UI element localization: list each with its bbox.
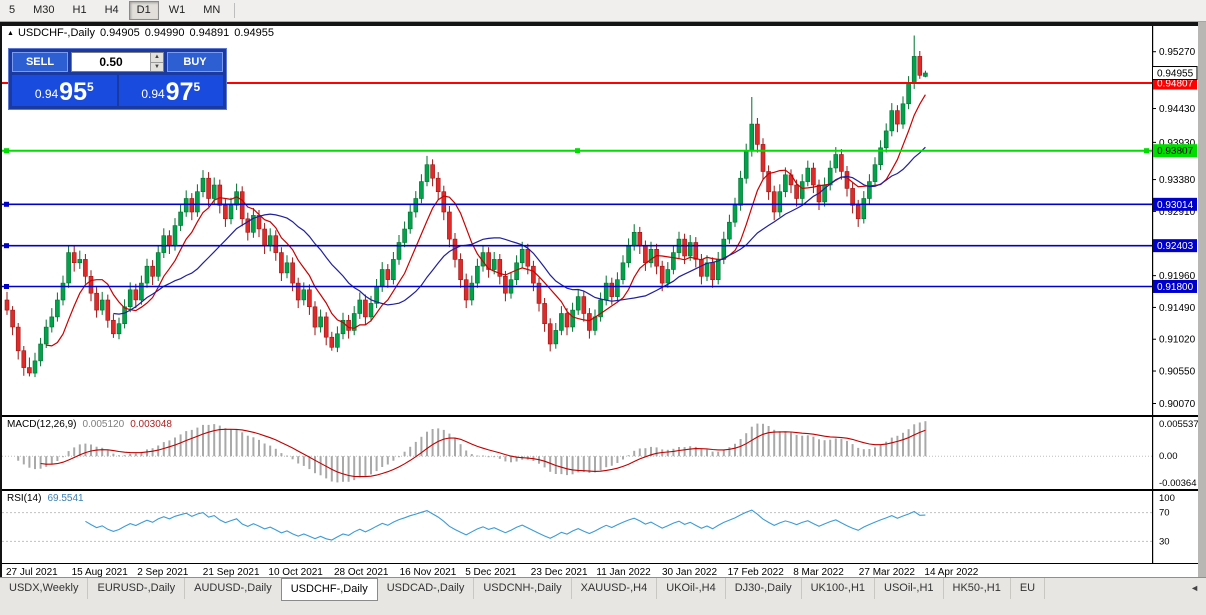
timeframe-button-h1[interactable]: H1: [65, 1, 95, 20]
time-axis: 27 Jul 2021 15 Aug 2021 2 Sep 2021 21 Sep 2…: [6, 567, 979, 578]
svg-text:0.93014: 0.93014: [1157, 200, 1194, 211]
chart-tab-list: USDX,Weekly EURUSD-,Daily AUDUSD-,Daily USD…: [0, 578, 1183, 601]
svg-text:15 Aug 2021: 15 Aug 2021: [72, 567, 129, 578]
svg-text:0.93930: 0.93930: [1159, 138, 1196, 149]
hline-0.93807[interactable]: [2, 148, 1152, 154]
svg-text:0.91490: 0.91490: [1159, 303, 1196, 314]
svg-text:100: 100: [1159, 493, 1175, 504]
price-axis: 0.95270 0.94430 0.93930 0.93380 0.92910 0.924…: [1152, 26, 1198, 564]
svg-text:0.94430: 0.94430: [1159, 104, 1196, 115]
svg-text:10 Oct 2021: 10 Oct 2021: [268, 567, 323, 578]
tab-usoil-h1[interactable]: USOil-,H1: [875, 578, 944, 599]
buy-price-pip: 5: [193, 80, 201, 94]
svg-text:30: 30: [1159, 536, 1170, 547]
volume-spinner: ▲ ▼: [150, 53, 163, 71]
tab-uk100-h1[interactable]: UK100-,H1: [802, 578, 876, 599]
svg-text:5 Dec 2021: 5 Dec 2021: [465, 567, 517, 578]
moving-average-8: [46, 94, 926, 347]
svg-text:0.90550: 0.90550: [1159, 367, 1196, 378]
hline-0.92403[interactable]: [2, 243, 1152, 249]
svg-text:0.93380: 0.93380: [1159, 175, 1196, 186]
moving-average-20: [113, 146, 926, 315]
chart-tab-bar: USDX,Weekly EURUSD-,Daily AUDUSD-,Daily USD…: [0, 577, 1206, 615]
svg-text:21 Sep 2021: 21 Sep 2021: [203, 567, 260, 578]
svg-text:14 Apr 2022: 14 Apr 2022: [924, 567, 978, 578]
buy-price-prefix: 0.94: [141, 87, 165, 101]
buy-button[interactable]: BUY: [167, 52, 223, 72]
timeframe-toolbar: 5 M30 H1 H4 D1 W1 MN: [0, 0, 1206, 22]
sell-price-button[interactable]: 0.94 95 5: [12, 75, 117, 106]
sell-price-big: 95: [59, 78, 87, 106]
svg-text:2 Sep 2021: 2 Sep 2021: [137, 567, 189, 578]
svg-text:70: 70: [1159, 508, 1170, 519]
hline-0.93014[interactable]: [2, 201, 1152, 207]
svg-text:0.94807: 0.94807: [1157, 79, 1194, 90]
svg-text:0.00: 0.00: [1159, 451, 1178, 462]
timeframe-button-w1[interactable]: W1: [161, 1, 194, 20]
tabs-scroll-left-button[interactable]: ◄: [1190, 583, 1199, 593]
timeframe-button-m30[interactable]: M30: [25, 1, 62, 20]
macd-panel[interactable]: 0.005537 0.00 -0.00364: [2, 419, 1198, 489]
svg-text:28 Oct 2021: 28 Oct 2021: [334, 567, 389, 578]
tab-dj30-daily[interactable]: DJ30-,Daily: [726, 578, 802, 599]
svg-text:11 Jan 2022: 11 Jan 2022: [596, 567, 651, 578]
svg-text:30 Jan 2022: 30 Jan 2022: [662, 567, 717, 578]
tab-usdcnh-daily[interactable]: USDCNH-,Daily: [474, 578, 572, 599]
sell-price-pip: 5: [86, 80, 94, 94]
svg-text:0.91960: 0.91960: [1159, 271, 1196, 282]
hline-0.91800[interactable]: [2, 284, 1152, 289]
toolbar-separator: [234, 3, 236, 18]
rsi-panel[interactable]: 100 70 30: [2, 493, 1175, 547]
timeframe-button-h4[interactable]: H4: [97, 1, 127, 20]
svg-text:0.92403: 0.92403: [1157, 241, 1194, 252]
svg-text:17 Feb 2022: 17 Feb 2022: [728, 567, 785, 578]
svg-text:27 Jul 2021: 27 Jul 2021: [6, 567, 58, 578]
sell-button[interactable]: SELL: [12, 52, 68, 72]
svg-text:0.91020: 0.91020: [1159, 335, 1196, 346]
tab-xauusd-h4[interactable]: XAUUSD-,H4: [572, 578, 658, 599]
svg-text:0.94955: 0.94955: [1157, 69, 1194, 80]
svg-text:0.93807: 0.93807: [1157, 146, 1194, 157]
tab-audusd-daily[interactable]: AUDUSD-,Daily: [185, 578, 282, 599]
svg-text:0.005537: 0.005537: [1159, 419, 1198, 430]
tab-usdcad-daily[interactable]: USDCAD-,Daily: [378, 578, 475, 599]
svg-text:27 Mar 2022: 27 Mar 2022: [859, 567, 916, 578]
chart-window: 0.95270 0.94430 0.93930 0.93380 0.92910 0.924…: [2, 26, 1198, 578]
volume-field: ▲ ▼: [71, 52, 164, 72]
one-click-trading-panel: SELL ▲ ▼ BUY 0.94 95 5 0.94 97 5: [8, 48, 227, 110]
buy-price-button[interactable]: 0.94 97 5: [118, 75, 223, 106]
timeframe-button-mn[interactable]: MN: [195, 1, 228, 20]
tab-eurusd-daily[interactable]: EURUSD-,Daily: [88, 578, 186, 599]
price-chart-panel[interactable]: [4, 35, 928, 378]
svg-text:0.95270: 0.95270: [1159, 47, 1196, 58]
sell-price-prefix: 0.94: [34, 87, 59, 101]
svg-text:-0.00364: -0.00364: [1159, 478, 1197, 489]
svg-text:16 Nov 2021: 16 Nov 2021: [400, 567, 457, 578]
timeframe-button-d1[interactable]: D1: [128, 0, 159, 21]
right-scroll-strip: [1198, 22, 1206, 578]
svg-text:8 Mar 2022: 8 Mar 2022: [793, 567, 844, 578]
tab-ukoil-h4[interactable]: UKOil-,H4: [657, 578, 726, 599]
buy-price-big: 97: [165, 78, 194, 106]
volume-down-icon[interactable]: ▼: [151, 62, 163, 71]
svg-text:0.90070: 0.90070: [1159, 399, 1196, 410]
svg-text:0.92910: 0.92910: [1159, 207, 1196, 218]
timeframe-button-5[interactable]: 5: [1, 1, 23, 20]
volume-input[interactable]: [72, 55, 150, 69]
svg-text:0.91800: 0.91800: [1157, 282, 1194, 293]
tab-eu[interactable]: EU: [1011, 578, 1046, 599]
tab-usdx-weekly[interactable]: USDX,Weekly: [0, 578, 89, 599]
tab-usdchf-daily[interactable]: USDCHF-,Daily: [280, 578, 378, 601]
chart-canvas[interactable]: 0.95270 0.94430 0.93930 0.93380 0.92910 0.924…: [2, 26, 1198, 578]
volume-up-icon[interactable]: ▲: [151, 53, 163, 63]
svg-text:23 Dec 2021: 23 Dec 2021: [531, 567, 588, 578]
tab-hk50-h1[interactable]: HK50-,H1: [944, 578, 1011, 599]
